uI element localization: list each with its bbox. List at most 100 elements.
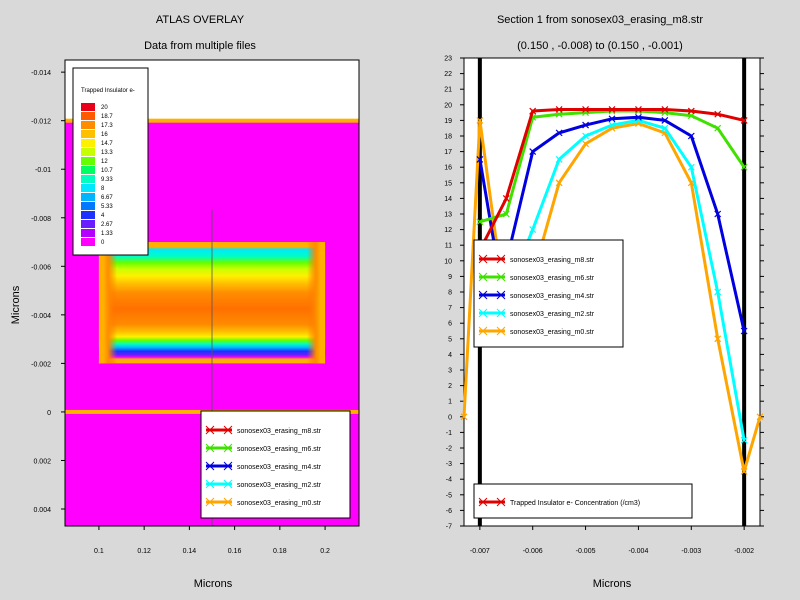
- y-tick-label: -3: [446, 461, 452, 468]
- y-tick-label: 13: [444, 212, 452, 219]
- right-legend-entry: sonosex03_erasing_m8.str: [510, 257, 595, 264]
- series-point: [608, 106, 616, 113]
- series-point: [555, 106, 563, 113]
- series-point: [740, 116, 748, 124]
- series-point: [582, 106, 589, 113]
- y-tick-label: -0.006: [31, 264, 51, 271]
- series-point: [529, 226, 537, 234]
- y-tick-label: -6: [446, 508, 452, 515]
- left-plot-frame: [64, 59, 360, 527]
- series-point: [714, 110, 722, 118]
- series-point: [714, 335, 722, 343]
- x-tick-label: -0.007: [470, 548, 490, 555]
- colorbar-swatch: [81, 193, 95, 201]
- x-tick-label: 0.1: [94, 548, 104, 555]
- y-tick-label: 3: [448, 368, 452, 375]
- y-tick-label: -0.012: [31, 119, 51, 126]
- x-tick-label: -0.006: [523, 548, 543, 555]
- y-tick-label: 22: [444, 71, 452, 78]
- colorbar-level-label: 2.67: [101, 222, 113, 228]
- left-chart-title: ATLAS OVERLAY: [155, 14, 245, 26]
- colorbar-title: Trapped Insulator e-: [81, 88, 135, 94]
- y-tick-label: -0.014: [31, 70, 51, 77]
- colorbar-level-label: 20: [101, 105, 108, 111]
- quantity-legend-label: Trapped Insulator e- Concentration (/cm3…: [510, 500, 640, 507]
- y-tick-label: -0.008: [31, 216, 51, 223]
- colorbar-level-label: 12: [101, 159, 108, 165]
- colorbar-level-label: 1.33: [101, 231, 113, 237]
- series-point: [555, 179, 563, 187]
- colorbar-level-label: 9.33: [101, 177, 113, 183]
- colorbar-level-label: 5.33: [101, 204, 113, 210]
- colorbar-swatch: [81, 157, 95, 165]
- right-legend-entry: sonosex03_erasing_m0.str: [510, 329, 595, 336]
- legend-marker: [478, 290, 506, 300]
- y-tick-label: 2: [448, 383, 452, 390]
- y-tick-label: 12: [444, 227, 452, 234]
- colorbar-swatch: [81, 229, 95, 237]
- y-tick-label: 20: [444, 102, 452, 109]
- y-tick-label: -2: [446, 446, 452, 453]
- series-point: [661, 124, 669, 132]
- series-point: [460, 413, 468, 421]
- legend-marker: [205, 479, 233, 489]
- series-point: [555, 155, 563, 163]
- series-point: [714, 124, 722, 132]
- x-tick-label: -0.002: [734, 548, 754, 555]
- series-point: [608, 121, 616, 129]
- y-tick-label: 15: [444, 180, 452, 187]
- series-point: [502, 210, 510, 218]
- y-tick-label: -0.004: [31, 313, 51, 320]
- legend-marker: [205, 497, 233, 507]
- colorbar-level-label: 6.67: [101, 195, 113, 201]
- series-point: [582, 121, 589, 129]
- y-tick-label: 8: [448, 290, 452, 297]
- colorbar-level-label: 8: [101, 186, 105, 192]
- colorbar-level-label: 4: [101, 213, 105, 219]
- colorbar-level-label: 18.7: [101, 114, 113, 120]
- x-tick-label: -0.004: [628, 548, 648, 555]
- upper-boundary: [65, 118, 359, 123]
- quantity-legend-box: [473, 483, 693, 519]
- colorbar-level-label: 10.7: [101, 168, 113, 174]
- y-tick-label: 18: [444, 134, 452, 141]
- colorbar-swatch: [81, 220, 95, 228]
- x-tick-label: 0.12: [137, 548, 151, 555]
- left-legend-entry: sonosex03_erasing_m2.str: [237, 482, 322, 489]
- series-point: [476, 218, 484, 226]
- colorbar-swatch: [81, 148, 95, 156]
- series-point: [582, 132, 589, 140]
- x-tick-label: 0.2: [320, 548, 330, 555]
- legend-marker: [205, 425, 233, 435]
- colorbar-swatch: [81, 184, 95, 192]
- colorbar-swatch: [81, 130, 95, 138]
- right-legend-entry: sonosex03_erasing_m4.str: [510, 293, 595, 300]
- colorbar-level-label: 16: [101, 132, 108, 138]
- series-point: [476, 155, 484, 163]
- left-chart-subtitle: Data from multiple files: [144, 40, 256, 52]
- y-tick-label: 0: [47, 410, 51, 417]
- y-tick-label: 10: [444, 258, 452, 265]
- series-point: [687, 163, 695, 171]
- series-point: [635, 106, 642, 113]
- y-tick-label: 4: [448, 352, 452, 359]
- colorbar-level-label: 13.3: [101, 150, 113, 156]
- left-legend-entry: sonosex03_erasing_m0.str: [237, 500, 322, 507]
- y-tick-label: -1: [446, 430, 452, 437]
- right-x-axis-label: Microns: [592, 578, 632, 590]
- colorbar-swatch: [81, 211, 95, 219]
- series-point: [476, 116, 484, 124]
- legend-marker: [478, 254, 506, 264]
- series-point: [740, 467, 748, 475]
- series-point: [502, 194, 510, 202]
- series-point: [635, 113, 642, 121]
- series-point: [555, 129, 563, 137]
- y-tick-label: 17: [444, 149, 452, 156]
- colorbar-swatch: [81, 166, 95, 174]
- y-tick-label: -5: [446, 492, 452, 499]
- right-chart-title: Section 1 from sonosex03_erasing_m8.str: [496, 14, 704, 26]
- y-tick-label: 21: [444, 87, 452, 94]
- legend-marker: [205, 443, 233, 453]
- y-tick-label: 14: [444, 196, 452, 203]
- series-point: [740, 327, 748, 335]
